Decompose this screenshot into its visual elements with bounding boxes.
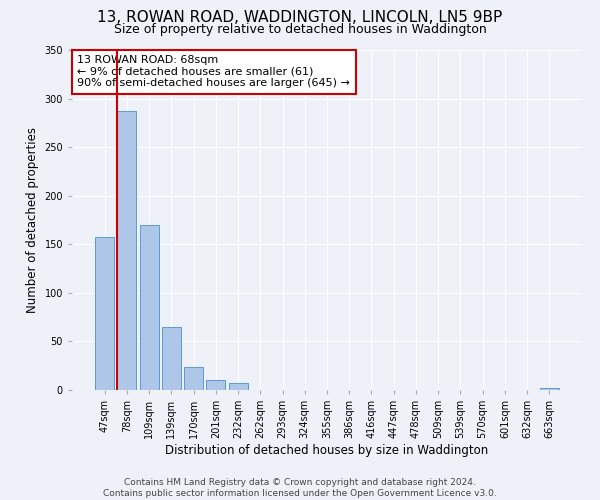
Bar [184, 366, 203, 390]
X-axis label: Distribution of detached houses by size in Waddington: Distribution of detached houses by size … [166, 444, 488, 457]
Y-axis label: Number of detached properties: Number of detached properties [26, 127, 39, 313]
Bar [206, 380, 225, 390]
Text: 13 ROWAN ROAD: 68sqm
← 9% of detached houses are smaller (61)
90% of semi-detach: 13 ROWAN ROAD: 68sqm ← 9% of detached ho… [77, 55, 350, 88]
Bar [229, 383, 248, 390]
Text: 13, ROWAN ROAD, WADDINGTON, LINCOLN, LN5 9BP: 13, ROWAN ROAD, WADDINGTON, LINCOLN, LN5… [97, 10, 503, 25]
Bar [162, 327, 181, 390]
Bar [118, 111, 136, 390]
Bar [140, 225, 158, 390]
Bar [95, 238, 114, 390]
Text: Contains HM Land Registry data © Crown copyright and database right 2024.
Contai: Contains HM Land Registry data © Crown c… [103, 478, 497, 498]
Text: Size of property relative to detached houses in Waddington: Size of property relative to detached ho… [113, 22, 487, 36]
Bar [540, 388, 559, 390]
